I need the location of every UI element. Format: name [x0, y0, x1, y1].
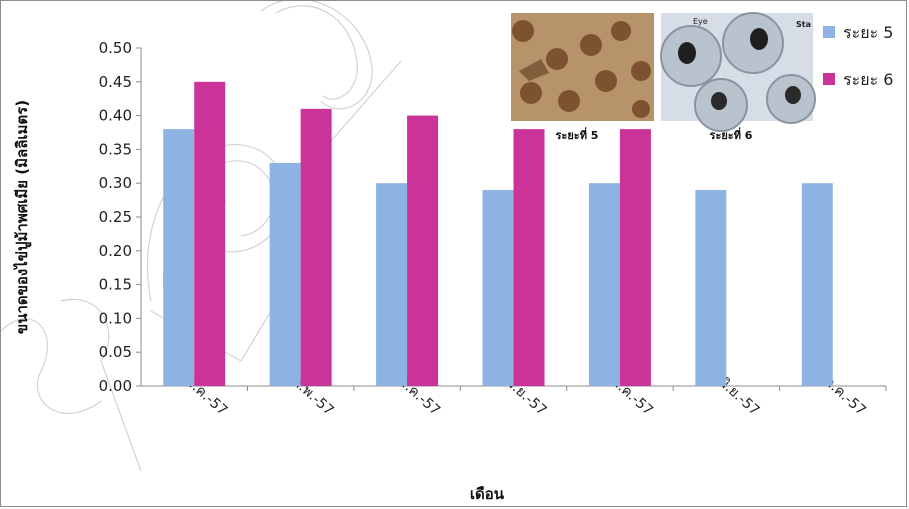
stage5-photo-caption: ระยะที่ 5	[556, 127, 599, 142]
y-tick-label: 0.15	[99, 276, 132, 294]
bar-stage5	[269, 162, 301, 386]
y-tick-label: 0.45	[99, 73, 132, 91]
bar-stage5	[695, 189, 727, 386]
bar-stage5	[482, 189, 514, 386]
legend-label-stage5: ระยะ 5	[843, 23, 893, 42]
legend: ระยะ 5 ระยะ 6	[823, 23, 893, 89]
legend-swatch-stage5	[823, 26, 835, 38]
y-tick-label: 0.05	[99, 343, 132, 361]
y-axis-title: ขนาดของไข่ปูม้าพศเมีย (มิลลิเมตร)	[12, 100, 32, 334]
stage6-photo: Eye Sta	[660, 12, 816, 132]
y-tick-label: 0.40	[99, 107, 132, 125]
bar-stage5	[588, 183, 620, 386]
y-tick-labels: 0.00 0.05 0.10 0.15 0.20 0.25 0.30 0.35 0.40 0.45…	[99, 39, 141, 395]
bar-stage6	[300, 108, 332, 386]
bars	[163, 81, 833, 387]
y-tick-label: 0.00	[99, 377, 132, 395]
stage6-corner-label: Sta	[796, 20, 811, 29]
y-tick-label: 0.50	[99, 39, 132, 57]
y-tick-label: 0.20	[99, 242, 132, 260]
stage6-photo-caption: ระยะที่ 6	[710, 127, 753, 142]
bar-stage6	[407, 115, 439, 386]
bar-stage6	[513, 129, 545, 386]
legend-swatch-stage6	[823, 73, 835, 85]
x-axis-title: เดือน	[470, 485, 505, 503]
bar-stage6	[619, 129, 651, 386]
stage6-eye-label: Eye	[693, 17, 708, 26]
bar-stage6	[194, 81, 226, 387]
bar-stage5	[801, 183, 833, 386]
bar-stage5	[163, 129, 195, 386]
y-tick-label: 0.25	[99, 208, 132, 226]
legend-label-stage6: ระยะ 6	[843, 70, 893, 89]
bar-stage5	[376, 183, 408, 386]
y-tick-label: 0.30	[99, 174, 132, 192]
stage5-photo	[511, 13, 654, 121]
y-tick-label: 0.35	[99, 140, 132, 158]
y-axis: 0.00 0.05 0.10 0.15 0.20 0.25 0.30 0.35 0.40 0.45…	[99, 39, 142, 395]
y-tick-label: 0.10	[99, 309, 132, 327]
